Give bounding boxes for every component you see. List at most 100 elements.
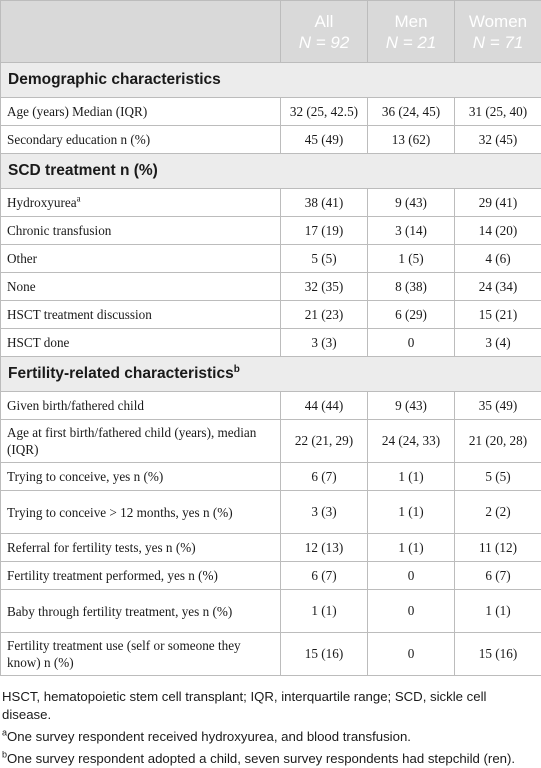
footnote-mark-b: b <box>234 364 240 375</box>
cell-all: 6 (7) <box>281 562 368 590</box>
row-label: None <box>1 273 281 301</box>
header-all-n: N = 92 <box>281 32 367 53</box>
cell-women: 1 (1) <box>455 590 541 633</box>
cell-all: 3 (3) <box>281 491 368 534</box>
cell-all: 38 (41) <box>281 189 368 217</box>
cell-all: 45 (49) <box>281 126 368 154</box>
cell-women: 31 (25, 40) <box>455 98 541 126</box>
section-fertility: Fertility-related characteristicsb <box>1 357 541 392</box>
table-row: Referral for fertility tests, yes n (%) … <box>1 534 541 562</box>
section-title: Demographic characteristics <box>1 63 541 98</box>
cell-all: 44 (44) <box>281 392 368 420</box>
row-label: Fertility treatment performed, yes n (%) <box>1 562 281 590</box>
table-row: Other 5 (5) 1 (5) 4 (6) <box>1 245 541 273</box>
header-men-name: Men <box>368 11 454 32</box>
footnote-b-text: One survey respondent adopted a child, s… <box>7 751 515 766</box>
footnote-mark-a: a <box>77 194 81 204</box>
table-row: Trying to conceive > 12 months, yes n (%… <box>1 491 541 534</box>
table-row: Age at first birth/fathered child (years… <box>1 420 541 463</box>
cell-women: 15 (16) <box>455 633 541 676</box>
cell-men: 9 (43) <box>368 189 455 217</box>
row-label: HSCT treatment discussion <box>1 301 281 329</box>
cell-men: 13 (62) <box>368 126 455 154</box>
table-row: HSCT treatment discussion 21 (23) 6 (29)… <box>1 301 541 329</box>
cell-women: 21 (20, 28) <box>455 420 541 463</box>
table-row: Age (years) Median (IQR) 32 (25, 42.5) 3… <box>1 98 541 126</box>
cell-men: 0 <box>368 590 455 633</box>
cell-men: 6 (29) <box>368 301 455 329</box>
row-label: Other <box>1 245 281 273</box>
cell-women: 2 (2) <box>455 491 541 534</box>
row-label: Baby through fertility treatment, yes n … <box>1 590 281 633</box>
cell-women: 15 (21) <box>455 301 541 329</box>
cell-men: 3 (14) <box>368 217 455 245</box>
cell-men: 1 (1) <box>368 534 455 562</box>
table-row: Chronic transfusion 17 (19) 3 (14) 14 (2… <box>1 217 541 245</box>
header-women: Women N = 71 <box>455 1 541 63</box>
cell-women: 11 (12) <box>455 534 541 562</box>
footnote-b: bOne survey respondent adopted a child, … <box>2 750 539 768</box>
row-label: Age at first birth/fathered child (years… <box>1 420 281 463</box>
table-row: Trying to conceive, yes n (%) 6 (7) 1 (1… <box>1 463 541 491</box>
table-row: Fertility treatment performed, yes n (%)… <box>1 562 541 590</box>
cell-men: 1 (1) <box>368 463 455 491</box>
row-label: Trying to conceive, yes n (%) <box>1 463 281 491</box>
cell-women: 24 (34) <box>455 273 541 301</box>
cell-all: 3 (3) <box>281 329 368 357</box>
row-label: Trying to conceive > 12 months, yes n (%… <box>1 491 281 534</box>
footnote-abbreviations: HSCT, hematopoietic stem cell transplant… <box>2 688 539 724</box>
cell-women: 32 (45) <box>455 126 541 154</box>
section-title: SCD treatment n (%) <box>1 154 541 189</box>
cell-all: 32 (25, 42.5) <box>281 98 368 126</box>
characteristics-table: All N = 92 Men N = 21 Women N = 71 Demog… <box>0 0 541 676</box>
cell-all: 21 (23) <box>281 301 368 329</box>
section-title-cell: Fertility-related characteristicsb <box>1 357 541 392</box>
header-men: Men N = 21 <box>368 1 455 63</box>
cell-women: 4 (6) <box>455 245 541 273</box>
cell-all: 6 (7) <box>281 463 368 491</box>
row-label: HSCT done <box>1 329 281 357</box>
cell-men: 0 <box>368 633 455 676</box>
footnote-a: aOne survey respondent received hydroxyu… <box>2 728 539 746</box>
header-men-n: N = 21 <box>368 32 454 53</box>
table-row: Baby through fertility treatment, yes n … <box>1 590 541 633</box>
cell-all: 1 (1) <box>281 590 368 633</box>
section-demographic: Demographic characteristics <box>1 63 541 98</box>
cell-women: 6 (7) <box>455 562 541 590</box>
cell-men: 0 <box>368 562 455 590</box>
row-label: Secondary education n (%) <box>1 126 281 154</box>
cell-men: 0 <box>368 329 455 357</box>
cell-all: 5 (5) <box>281 245 368 273</box>
cell-women: 35 (49) <box>455 392 541 420</box>
row-label: Referral for fertility tests, yes n (%) <box>1 534 281 562</box>
cell-all: 32 (35) <box>281 273 368 301</box>
table-row: HSCT done 3 (3) 0 3 (4) <box>1 329 541 357</box>
row-label: Chronic transfusion <box>1 217 281 245</box>
cell-men: 9 (43) <box>368 392 455 420</box>
row-label: Hydroxyurea <box>7 195 77 210</box>
section-title: Fertility-related characteristics <box>8 365 234 382</box>
cell-men: 1 (5) <box>368 245 455 273</box>
cell-women: 29 (41) <box>455 189 541 217</box>
cell-men: 36 (24, 45) <box>368 98 455 126</box>
table-row: Given birth/fathered child 44 (44) 9 (43… <box>1 392 541 420</box>
table-footnotes: HSCT, hematopoietic stem cell transplant… <box>0 676 541 768</box>
cell-all: 15 (16) <box>281 633 368 676</box>
header-women-name: Women <box>455 11 541 32</box>
cell-men: 8 (38) <box>368 273 455 301</box>
table-row: Fertility treatment use (self or someone… <box>1 633 541 676</box>
table-row: Hydroxyureaa 38 (41) 9 (43) 29 (41) <box>1 189 541 217</box>
header-all: All N = 92 <box>281 1 368 63</box>
header-women-n: N = 71 <box>455 32 541 53</box>
header-blank-cell <box>1 1 281 63</box>
cell-men: 1 (1) <box>368 491 455 534</box>
table-header-row: All N = 92 Men N = 21 Women N = 71 <box>1 1 541 63</box>
footnote-a-text: One survey respondent received hydroxyur… <box>7 729 411 744</box>
row-label: Given birth/fathered child <box>1 392 281 420</box>
section-scd-treatment: SCD treatment n (%) <box>1 154 541 189</box>
table-row: None 32 (35) 8 (38) 24 (34) <box>1 273 541 301</box>
cell-all: 22 (21, 29) <box>281 420 368 463</box>
cell-men: 24 (24, 33) <box>368 420 455 463</box>
cell-women: 3 (4) <box>455 329 541 357</box>
table-row: Secondary education n (%) 45 (49) 13 (62… <box>1 126 541 154</box>
